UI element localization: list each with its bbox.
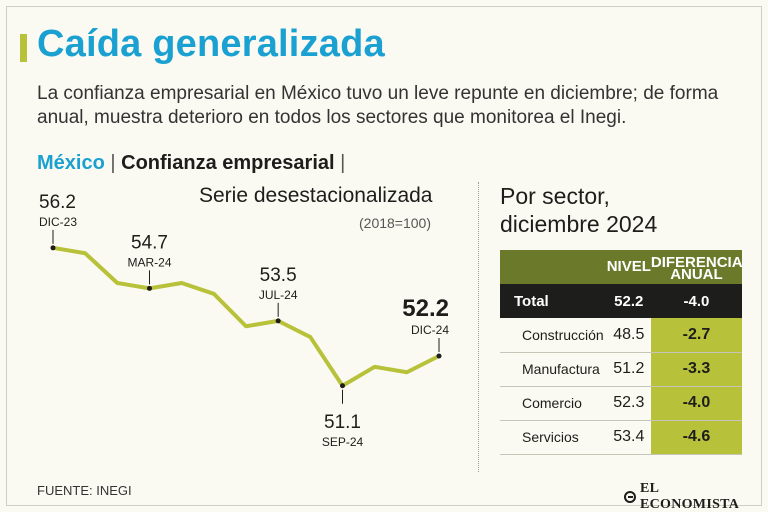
series-line — [52, 245, 440, 388]
data-point — [115, 281, 119, 285]
el-economista-logo-icon — [624, 491, 636, 503]
annotation-marker — [50, 245, 56, 251]
page-title: Caída generalizada — [37, 23, 385, 65]
annotation-marker — [340, 383, 345, 389]
brand: EL ECONOMISTA — [624, 481, 761, 512]
data-label-date: MAR-24 — [127, 255, 171, 269]
intro-text: La confianza empresarial en México tuvo … — [37, 83, 719, 128]
table-header-blank — [500, 250, 607, 284]
data-point — [180, 281, 184, 285]
sector-nivel: 53.4 — [606, 420, 651, 455]
sector-name: Comercio — [500, 386, 607, 421]
title-accent-bar — [20, 34, 27, 62]
annotation-marker — [275, 318, 281, 324]
sector-title-line2: diciembre 2024 — [500, 211, 658, 237]
sector-nivel: 51.2 — [606, 352, 651, 387]
sector-dif: -4.6 — [650, 420, 742, 455]
data-label-value: 51.1 — [324, 412, 361, 433]
source-note: FUENTE: INEGI — [37, 483, 132, 498]
subhead-topic: Confianza empresarial — [121, 152, 335, 174]
data-label-date: DIC-23 — [39, 215, 77, 229]
data-label-date: SEP-24 — [322, 435, 364, 449]
data-label-date: DIC-24 — [411, 323, 449, 337]
data-label-value: 52.2 — [402, 295, 449, 322]
sector-name: Servicios — [500, 420, 607, 455]
sector-table: NIVEL DIFERENCIA ANUAL Total 52.2 -4.0 C… — [500, 250, 743, 455]
annotation-marker — [147, 285, 152, 291]
brand-name: EL ECONOMISTA — [639, 481, 740, 512]
chart-subtitle: (2018=100) — [359, 215, 432, 231]
annotation-marker — [436, 353, 442, 359]
sector-title-line1: Por sector, — [500, 183, 610, 209]
chart-subhead: México | Confianza empresarial | — [37, 152, 345, 175]
table-row-total: Total 52.2 -4.0 — [500, 284, 742, 318]
data-point — [405, 370, 409, 374]
table-header-diferencia: DIFERENCIA ANUAL — [650, 250, 743, 284]
total-nivel: 52.2 — [606, 284, 651, 318]
sector-name: Manufactura — [500, 352, 607, 387]
sector-dif: -4.0 — [650, 386, 742, 421]
data-point — [83, 251, 87, 255]
sector-dif: -2.7 — [650, 318, 742, 353]
table-row: Manufactura 51.2 -3.3 — [500, 352, 742, 387]
table-header-row: NIVEL DIFERENCIA ANUAL — [500, 250, 743, 284]
infographic-frame: Caída generalizada La confianza empresar… — [6, 6, 762, 512]
chart-title: Serie desestacionalizada — [199, 184, 433, 207]
data-label-value: 56.2 — [39, 192, 76, 213]
sector-title: Por sector, diciembre 2024 — [500, 182, 657, 238]
data-point — [244, 324, 248, 328]
line-chart: 56.2 DIC-23 54.7 MAR-24 53.5 JUL-24 51.1 SEP-24… — [39, 192, 449, 449]
data-point — [373, 365, 377, 369]
subhead-country: México — [37, 152, 105, 174]
total-name: Total — [500, 284, 607, 318]
data-label-value: 54.7 — [131, 232, 168, 253]
sector-name: Construcción — [500, 318, 607, 353]
table-row: Comercio 52.3 -4.0 — [500, 386, 742, 421]
sector-nivel: 52.3 — [606, 386, 651, 421]
sector-dif: -3.3 — [650, 352, 742, 387]
data-label-date: JUL-24 — [259, 288, 298, 302]
table-row: Construcción 48.5 -2.7 — [500, 318, 742, 353]
sector-nivel: 48.5 — [606, 318, 651, 353]
table-row: Servicios 53.4 -4.6 — [500, 420, 742, 455]
data-point — [212, 292, 216, 296]
subhead-separator: | — [110, 152, 116, 174]
data-label-value: 53.5 — [260, 265, 297, 286]
total-dif: -4.0 — [650, 284, 742, 318]
data-point — [308, 335, 312, 339]
table-header-nivel: NIVEL — [606, 250, 651, 284]
section-divider — [478, 182, 479, 472]
subhead-end: | — [340, 152, 346, 174]
